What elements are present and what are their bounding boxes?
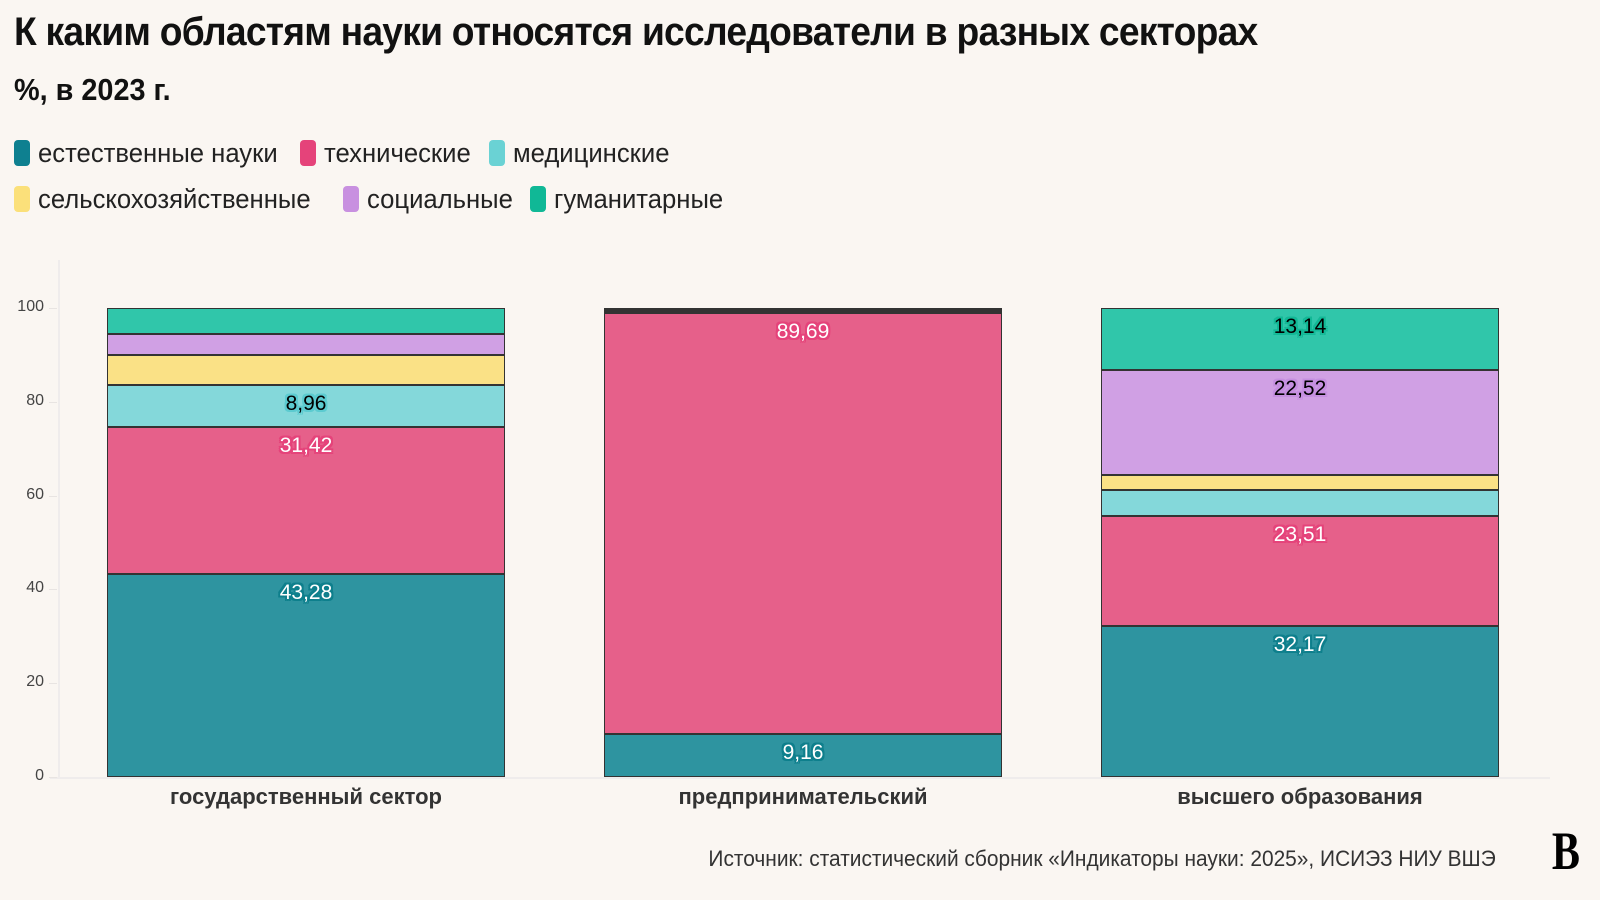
x-axis-line [50, 777, 1550, 779]
y-tick-label: 40 [26, 579, 44, 597]
legend-swatch-icon [14, 140, 30, 166]
y-tick-label: 100 [17, 298, 44, 315]
bar-0[interactable]: 43,28 31,42 8,96 [107, 250, 505, 777]
y-tick-label: 20 [26, 673, 44, 691]
legend-label: сельскохозяйственные [38, 183, 311, 214]
data-label: 89,69 [776, 320, 830, 344]
legend-label: технические [324, 137, 472, 168]
data-label: 31,42 [279, 433, 333, 457]
y-tick-label: 80 [26, 391, 44, 409]
legend-label: гуманитарные [554, 183, 724, 214]
legend-swatch-icon [342, 186, 359, 212]
data-label: 43,28 [279, 581, 333, 605]
bar-segment[interactable]: 9,16 [604, 734, 1002, 777]
x-tick-label: предпринимательский [678, 784, 928, 809]
source-note: Источник: статистический сборник «Индика… [708, 846, 1496, 871]
x-tick-label: государственный сектор [170, 784, 442, 809]
legend-swatch-icon [530, 186, 547, 212]
legend-item-social[interactable]: социальные [342, 183, 521, 215]
data-label: 23,51 [1273, 522, 1327, 546]
bar-segment[interactable] [107, 308, 505, 334]
legend-swatch-icon [488, 140, 505, 166]
legend-item-humanities[interactable]: гуманитарные [530, 184, 732, 215]
bar-segment[interactable] [107, 333, 505, 356]
data-label: 32,17 [1273, 633, 1327, 657]
x-tick-label: высшего образования [1177, 784, 1423, 809]
bar-segment[interactable]: 22,52 [1101, 369, 1499, 476]
bar-2[interactable]: 32,17 23,51 22,52 13,14 [1101, 250, 1499, 777]
chart-subtitle: %, в 2023 г. [14, 72, 171, 107]
bar-segment[interactable]: 13,14 [1101, 308, 1499, 370]
y-tick-mark [49, 683, 57, 685]
y-tick-mark [49, 777, 57, 778]
legend-swatch-icon [300, 140, 317, 166]
bar-1[interactable]: 9,16 89,69 [604, 250, 1002, 777]
y-tick-mark [49, 308, 57, 309]
legend-label: социальные [366, 183, 513, 214]
bar-segment[interactable] [1101, 475, 1499, 490]
legend: естественные науки технические медицинск… [14, 130, 914, 222]
vedomosti-logo: В [1551, 821, 1580, 881]
bar-segment[interactable]: 23,51 [1101, 515, 1499, 627]
y-tick-mark [49, 401, 57, 403]
legend-label: естественные науки [38, 137, 278, 168]
legend-item-technical[interactable]: технические [300, 138, 478, 169]
data-label: 22,52 [1273, 376, 1327, 400]
bar-segment[interactable]: 8,96 [107, 384, 505, 427]
legend-label: медицинские [512, 137, 670, 168]
bar-segment[interactable] [107, 355, 505, 385]
y-tick-mark [49, 589, 57, 591]
y-axis-line [58, 260, 60, 778]
legend-item-agricultural[interactable]: сельскохозяйственные [14, 184, 325, 215]
data-label: 9,16 [782, 741, 824, 765]
data-label: 8,96 [285, 391, 327, 415]
legend-item-natural[interactable]: естественные науки [14, 138, 290, 169]
bar-segment[interactable]: 32,17 [1101, 626, 1499, 777]
bar-segment[interactable]: 43,28 [107, 574, 505, 777]
y-tick-label: 0 [35, 767, 44, 784]
legend-swatch-icon [14, 186, 30, 212]
legend-item-medical[interactable]: медицинские [488, 137, 678, 169]
bar-segment[interactable]: 31,42 [107, 426, 505, 575]
y-tick-mark [49, 495, 57, 497]
bar-segment[interactable] [604, 311, 1002, 314]
chart-title: К каким областям науки относятся исследо… [14, 10, 1258, 54]
bar-segment[interactable] [1101, 489, 1499, 516]
plot-area: 0 20 40 60 80 100 43,28 31,42 8,96 государственн… [0, 250, 1600, 810]
bar-segment[interactable] [604, 308, 1002, 310]
bar-segment[interactable]: 89,69 [604, 313, 1002, 735]
legend-row-2: сельскохозяйственные социальные гуманита… [14, 176, 914, 222]
data-label: 13,14 [1273, 315, 1327, 338]
bar-segment[interactable] [604, 310, 1002, 313]
y-tick-label: 60 [26, 485, 44, 503]
legend-row-1: естественные науки технические медицинск… [14, 130, 914, 176]
